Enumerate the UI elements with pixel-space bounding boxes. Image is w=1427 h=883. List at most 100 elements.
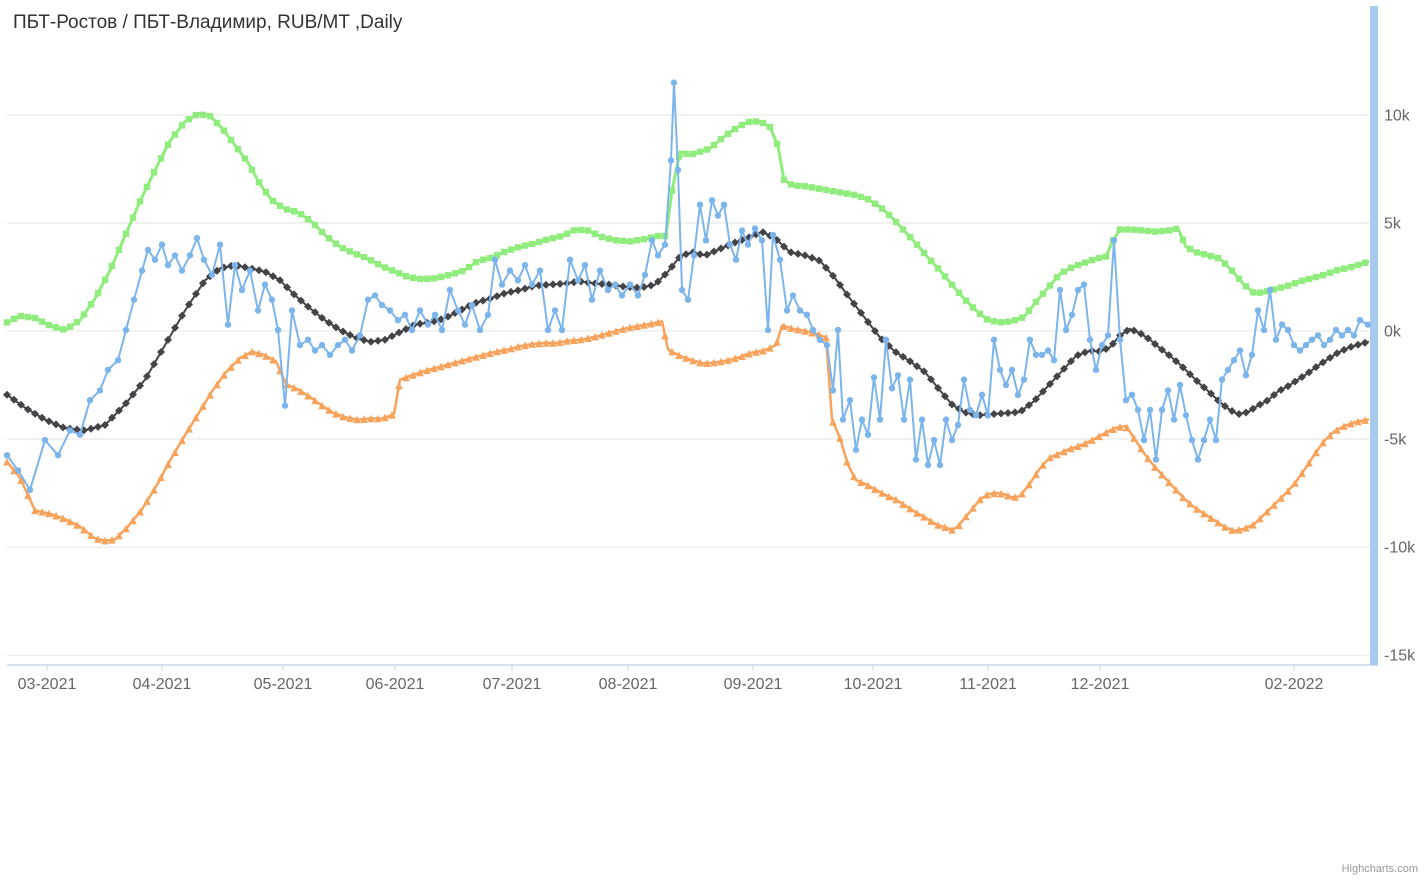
circle-marker: [66, 427, 74, 434]
triangle-marker: [423, 366, 431, 374]
circle-marker: [714, 212, 722, 219]
square-marker: [871, 200, 879, 207]
diamond-marker: [843, 290, 851, 299]
diamond-marker: [171, 323, 179, 332]
square-marker: [1312, 273, 1320, 281]
circle-marker: [544, 326, 552, 334]
square-marker: [1144, 227, 1152, 235]
diamond-marker: [416, 319, 424, 328]
circle-marker: [846, 397, 854, 404]
square-marker: [934, 265, 942, 272]
triangle-marker: [521, 341, 529, 350]
square-marker: [1032, 298, 1040, 306]
diamond-marker: [311, 308, 319, 317]
circle-marker: [506, 267, 514, 274]
triangle-marker: [1165, 478, 1173, 486]
diamond-marker: [1039, 387, 1047, 396]
diamond-marker: [668, 262, 676, 271]
diamond-marker: [255, 266, 263, 275]
triangle-marker: [311, 396, 319, 405]
circle-marker: [151, 256, 159, 263]
circle-marker: [208, 271, 216, 279]
circle-marker: [1176, 381, 1184, 389]
circle-marker: [1116, 336, 1124, 343]
diamond-marker: [1053, 372, 1061, 381]
y-axis-label: 0k: [1384, 324, 1402, 341]
diamond-marker: [654, 277, 662, 286]
diamond-marker: [318, 313, 326, 322]
circle-marker: [936, 461, 944, 469]
square-marker: [458, 268, 466, 275]
triangle-marker: [1116, 423, 1124, 431]
triangle-marker: [269, 355, 277, 364]
square-marker: [255, 179, 263, 186]
square-marker: [1151, 228, 1159, 235]
triangle-marker: [430, 364, 438, 373]
circle-marker: [394, 317, 402, 324]
square-marker: [402, 273, 410, 280]
triangle-marker: [997, 489, 1005, 498]
square-marker: [143, 183, 151, 190]
circle-marker: [888, 385, 896, 392]
triangle-marker: [927, 517, 935, 525]
circle-marker: [14, 467, 22, 474]
diamond-marker: [500, 289, 508, 298]
diamond-marker: [1277, 385, 1285, 394]
triangle-marker: [990, 489, 998, 498]
y-axis-label: -10k: [1384, 540, 1416, 557]
square-marker: [829, 188, 837, 195]
square-marker: [969, 304, 977, 311]
circle-marker: [1200, 436, 1208, 444]
square-marker: [479, 256, 487, 263]
circle-marker: [1074, 286, 1082, 294]
triangle-marker: [360, 415, 368, 423]
diamond-marker: [1221, 402, 1229, 411]
circle-marker: [454, 307, 462, 314]
square-marker: [1263, 288, 1271, 295]
diamond-marker: [514, 286, 522, 295]
triangle-marker: [346, 414, 354, 422]
triangle-marker: [1004, 491, 1012, 500]
circle-marker: [1140, 436, 1148, 444]
circle-marker: [829, 387, 837, 394]
triangle-marker: [528, 340, 536, 348]
triangle-marker: [1228, 526, 1236, 534]
square-marker: [1088, 256, 1096, 264]
square-marker: [605, 235, 613, 242]
circle-marker: [193, 234, 201, 242]
square-marker: [1361, 259, 1369, 266]
diamond-marker: [402, 325, 410, 334]
triangle-marker: [794, 325, 802, 334]
y-scrollbar[interactable]: [1370, 6, 1378, 665]
triangle-marker: [1172, 486, 1180, 494]
circle-marker: [186, 252, 194, 259]
triangle-marker: [822, 333, 830, 342]
circle-marker: [334, 341, 342, 349]
triangle-marker: [199, 402, 207, 410]
diamond-marker: [997, 409, 1005, 418]
triangle-marker: [682, 354, 690, 362]
diamond-marker: [857, 308, 865, 317]
triangle-marker: [402, 373, 410, 382]
diamond-marker: [822, 263, 830, 272]
square-marker: [633, 237, 641, 244]
triangle-marker: [1347, 419, 1355, 428]
square-marker: [1123, 226, 1131, 233]
square-marker: [290, 208, 298, 215]
circle-marker: [341, 336, 349, 343]
triangle-marker: [759, 346, 767, 355]
square-marker: [52, 324, 60, 331]
square-marker: [234, 146, 242, 153]
triangle-marker: [1361, 416, 1369, 424]
diamond-marker: [108, 413, 116, 422]
highcharts-credit[interactable]: Highcharts.com: [1341, 863, 1418, 875]
x-axis-label: 11-2021: [959, 676, 1017, 693]
circle-marker: [764, 326, 772, 334]
circle-marker: [708, 197, 716, 204]
square-marker: [1018, 314, 1026, 321]
triangle-marker: [514, 342, 522, 351]
square-marker: [388, 267, 396, 274]
triangle-marker: [150, 486, 158, 494]
circle-marker: [386, 307, 394, 314]
circle-marker: [1086, 336, 1094, 343]
